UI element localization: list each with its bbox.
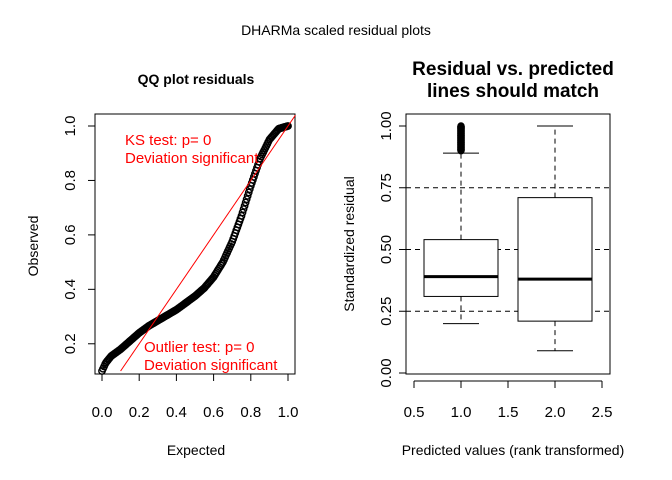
- rp-y-tick-label: 0.25: [378, 297, 395, 326]
- qq-x-axis: 0.0 0.2 0.4 0.6 0.8 1.0: [92, 373, 299, 421]
- qq-x-label: Expected: [167, 442, 225, 458]
- rp-plot-frame: [405, 113, 611, 375]
- qq-y-tick-label: 0.8: [62, 170, 79, 191]
- rp-y-tick-label: 0.00: [378, 358, 395, 387]
- rp-x-axis: 0.5 1.0 1.5 2.0 2.5: [404, 380, 613, 421]
- qq-point: [244, 188, 253, 197]
- qq-point: [242, 195, 251, 204]
- qq-reference-line: [120, 114, 296, 372]
- ks-test-text: KS test: p= 0: [125, 132, 211, 149]
- rp-y-label: Standardized residual: [341, 176, 357, 311]
- residual-vs-predicted-panel: Residual vs. predicted lines should matc…: [341, 59, 624, 458]
- qq-point: [241, 198, 250, 207]
- rp-title-line2: lines should match: [427, 81, 599, 102]
- rp-y-tick-label: 1.00: [378, 111, 395, 140]
- qq-x-tick-label: 1.0: [278, 404, 299, 421]
- rp-box: [517, 197, 593, 322]
- rp-x-label: Predicted values (rank transformed): [402, 442, 625, 458]
- qq-y-tick-label: 0.2: [62, 333, 79, 354]
- rp-box: [423, 239, 499, 297]
- qq-point: [240, 201, 249, 210]
- qq-point: [237, 211, 246, 220]
- qq-x-tick-label: 0.2: [129, 404, 150, 421]
- qq-x-tick-label: 0.6: [203, 404, 224, 421]
- qq-y-tick-label: 0.4: [62, 279, 79, 300]
- rp-y-axis: 0.00 0.25 0.50 0.75 1.00: [378, 111, 406, 388]
- rp-outlier-point: [457, 122, 465, 130]
- qq-points: [98, 122, 292, 375]
- figure-title: DHARMa scaled residual plots: [241, 22, 431, 38]
- rp-x-tick-label: 1.0: [451, 404, 472, 421]
- rp-x-tick-label: 0.5: [404, 404, 425, 421]
- outlier-deviation-text: Deviation significant: [144, 357, 278, 374]
- qq-point: [243, 191, 252, 200]
- rp-x-tick-label: 2.0: [545, 404, 566, 421]
- qq-y-tick-label: 1.0: [62, 116, 79, 137]
- rp-y-tick-label: 0.75: [378, 173, 395, 202]
- qq-y-tick-label: 0.6: [62, 224, 79, 245]
- outlier-test-text: Outlier test: p= 0: [144, 339, 254, 356]
- rp-x-tick-label: 2.5: [592, 404, 613, 421]
- rp-title-line1: Residual vs. predicted: [412, 59, 614, 80]
- qq-point: [284, 122, 292, 130]
- rp-reference-lines: [406, 187, 610, 312]
- qq-y-label: Observed: [25, 216, 41, 277]
- qq-panel: QQ plot residuals 0.0 0.2 0.4 0.6 0.8 1.0 0.2…: [25, 71, 298, 458]
- qq-point: [238, 208, 247, 217]
- qq-x-tick-label: 0.8: [240, 404, 261, 421]
- rp-boxes: [423, 122, 593, 352]
- qq-title: QQ plot residuals: [138, 71, 255, 87]
- qq-x-tick-label: 0.4: [166, 404, 187, 421]
- qq-point: [239, 205, 248, 214]
- rp-x-tick-label: 1.5: [498, 404, 519, 421]
- ks-deviation-text: Deviation significant: [125, 150, 259, 167]
- qq-x-tick-label: 0.0: [92, 404, 113, 421]
- rp-y-tick-label: 0.50: [378, 235, 395, 264]
- qq-y-axis: 0.2 0.4 0.6 0.8 1.0: [62, 116, 95, 354]
